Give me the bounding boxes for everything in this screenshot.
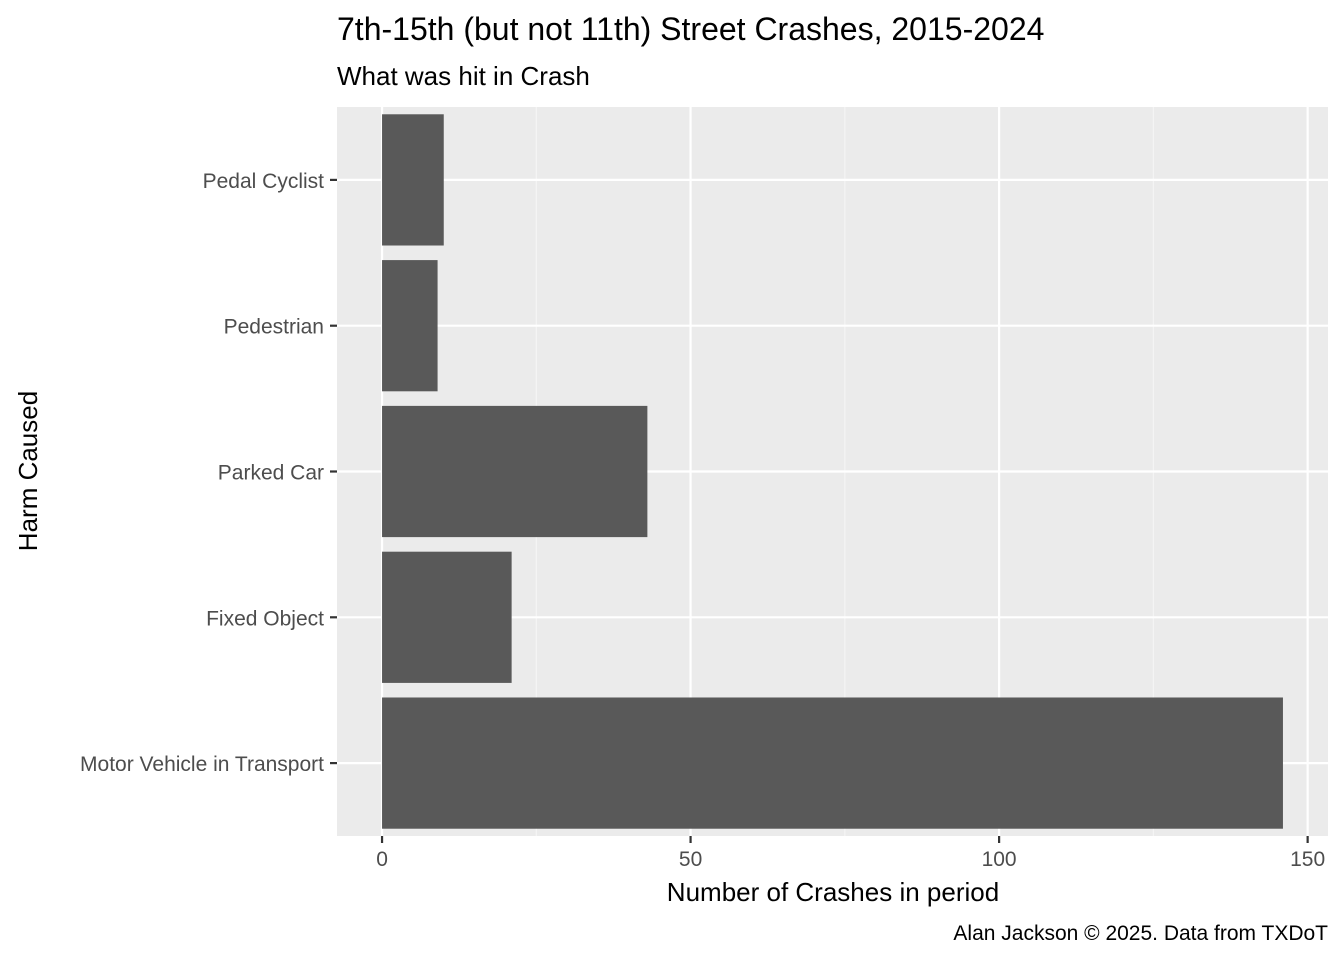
y-tick-label: Pedestrian — [224, 316, 324, 339]
bar — [382, 697, 1283, 829]
chart-title: 7th-15th (but not 11th) Street Crashes, … — [337, 11, 1044, 47]
x-axis-title: Number of Crashes in period — [667, 877, 999, 907]
y-tick-label: Motor Vehicle in Transport — [80, 753, 324, 776]
bar — [382, 551, 512, 683]
x-axis: 0 50 100 150 — [376, 836, 1325, 871]
x-tick-label: 0 — [376, 848, 388, 871]
y-tick-label: Parked Car — [218, 462, 324, 485]
bar — [382, 114, 444, 246]
y-axis-title: Harm Caused — [13, 391, 43, 551]
chart-caption: Alan Jackson © 2025. Data from TXDoT — [953, 922, 1328, 945]
bar — [382, 405, 648, 538]
chart-subtitle: What was hit in Crash — [337, 61, 590, 91]
bar — [382, 260, 438, 392]
y-tick-label: Fixed Object — [206, 607, 324, 630]
bars — [382, 114, 1283, 829]
y-tick-label: Pedal Cyclist — [203, 170, 325, 193]
x-tick-label: 50 — [679, 848, 702, 871]
x-tick-label: 150 — [1290, 848, 1325, 871]
y-axis: Pedal Cyclist Pedestrian Parked Car Fixed O… — [80, 170, 337, 776]
x-tick-label: 100 — [982, 848, 1017, 871]
